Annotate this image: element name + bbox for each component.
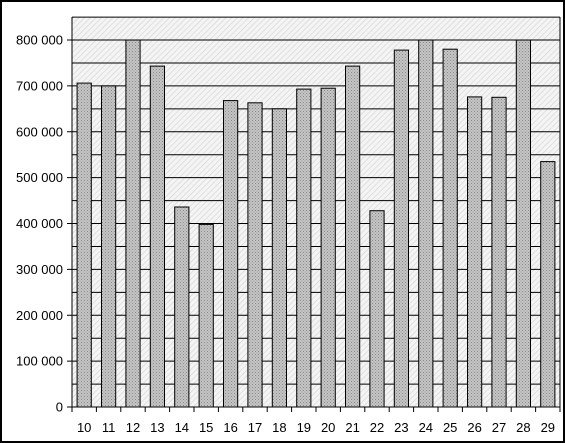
bar-29 (540, 161, 556, 408)
x-tick-label: 14 (175, 420, 189, 435)
x-tick-label: 25 (443, 420, 457, 435)
bar-13 (149, 65, 166, 408)
bar-21 (345, 65, 361, 408)
bar-26 (467, 96, 483, 408)
x-tick-label: 10 (77, 420, 91, 435)
x-tick-label: 20 (321, 420, 335, 435)
y-axis-tick-labels: 0 100 000 200 000 300 000 400 000 500 000 600 … (16, 33, 63, 415)
y-tick-label: 400 000 (16, 216, 63, 231)
y-tick-label: 300 000 (16, 262, 63, 277)
x-tick-label: 15 (199, 420, 213, 435)
x-tick-label: 28 (516, 420, 530, 435)
x-tick-label: 17 (248, 420, 262, 435)
bar-15 (198, 223, 214, 408)
y-tick-label: 200 000 (16, 308, 63, 323)
bar-19 (296, 88, 312, 408)
y-tick-label: 800 000 (16, 33, 63, 48)
bar-10 (76, 82, 92, 408)
bar-24 (418, 39, 434, 408)
bars (76, 39, 556, 408)
x-tick-label: 26 (467, 420, 481, 435)
x-tick-label: 12 (126, 420, 140, 435)
plot-area (72, 17, 560, 407)
x-tick-label: 21 (345, 420, 359, 435)
x-tick-label: 22 (370, 420, 384, 435)
y-tick-label: 500 000 (16, 170, 63, 185)
x-tick-label: 11 (102, 420, 116, 435)
bar-23 (393, 49, 409, 408)
bar-25 (442, 48, 458, 408)
x-tick-label: 27 (492, 420, 506, 435)
y-tick-label: 0 (56, 400, 63, 415)
bar-27 (491, 96, 507, 408)
x-tick-label: 23 (394, 420, 408, 435)
y-tick-label: 700 000 (16, 78, 63, 93)
bar-11 (101, 85, 117, 408)
x-tick-label: 16 (223, 420, 237, 435)
x-tick-label: 29 (541, 420, 555, 435)
x-tick-label: 19 (297, 420, 311, 435)
x-tick-label: 24 (419, 420, 433, 435)
bar-28 (515, 39, 531, 408)
bar-18 (271, 108, 287, 408)
x-tick-label: 13 (150, 420, 164, 435)
x-tick-label: 18 (272, 420, 286, 435)
bar-17 (247, 102, 263, 408)
y-tick-label: 100 000 (16, 354, 63, 369)
bar-12 (125, 39, 141, 408)
x-axis-tick-labels: 10 11 12 13 14 15 16 17 18 19 20 21 22 23 24 25 26 27 28 29 (77, 420, 555, 435)
bar-22 (369, 210, 385, 408)
bar-20 (320, 87, 336, 408)
y-tick-label: 600 000 (16, 124, 63, 139)
axes (67, 17, 561, 412)
bar-16 (223, 100, 239, 408)
bar-14 (174, 206, 190, 408)
